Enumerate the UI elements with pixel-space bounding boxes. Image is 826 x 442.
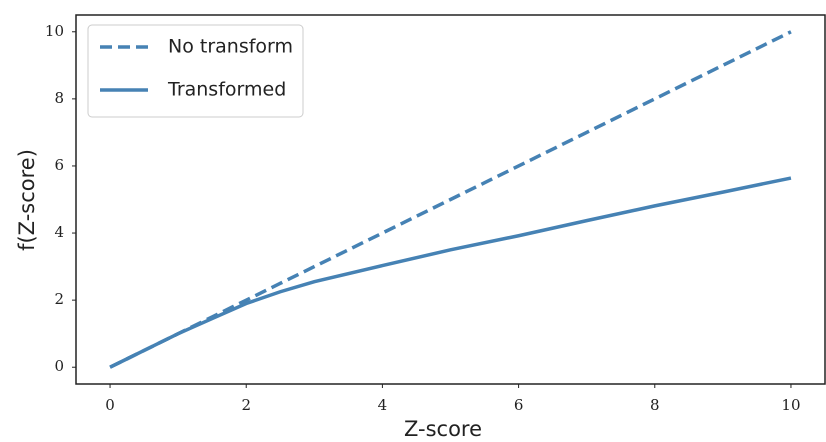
y-tick-label: 8 xyxy=(54,89,64,107)
x-tick-label: 6 xyxy=(514,396,524,414)
y-axis-label: f(Z-score) xyxy=(15,149,39,251)
x-tick-label: 0 xyxy=(105,396,115,414)
x-axis-label: Z-score xyxy=(404,417,482,441)
legend-label: No transform xyxy=(168,36,293,58)
series-line xyxy=(109,176,792,369)
y-tick-label: 0 xyxy=(54,357,64,375)
x-tick-label: 4 xyxy=(378,396,388,414)
y-tick-label: 4 xyxy=(54,223,64,241)
y-tick-label: 2 xyxy=(54,290,64,308)
y-tick-label: 6 xyxy=(54,156,64,174)
y-tick-label: 10 xyxy=(45,22,64,40)
plot-frame xyxy=(75,14,826,385)
legend-label: Transformed xyxy=(167,79,286,101)
x-tick-label: 8 xyxy=(650,396,660,414)
x-tick-label: 2 xyxy=(241,396,251,414)
x-tick-label: 10 xyxy=(781,396,800,414)
